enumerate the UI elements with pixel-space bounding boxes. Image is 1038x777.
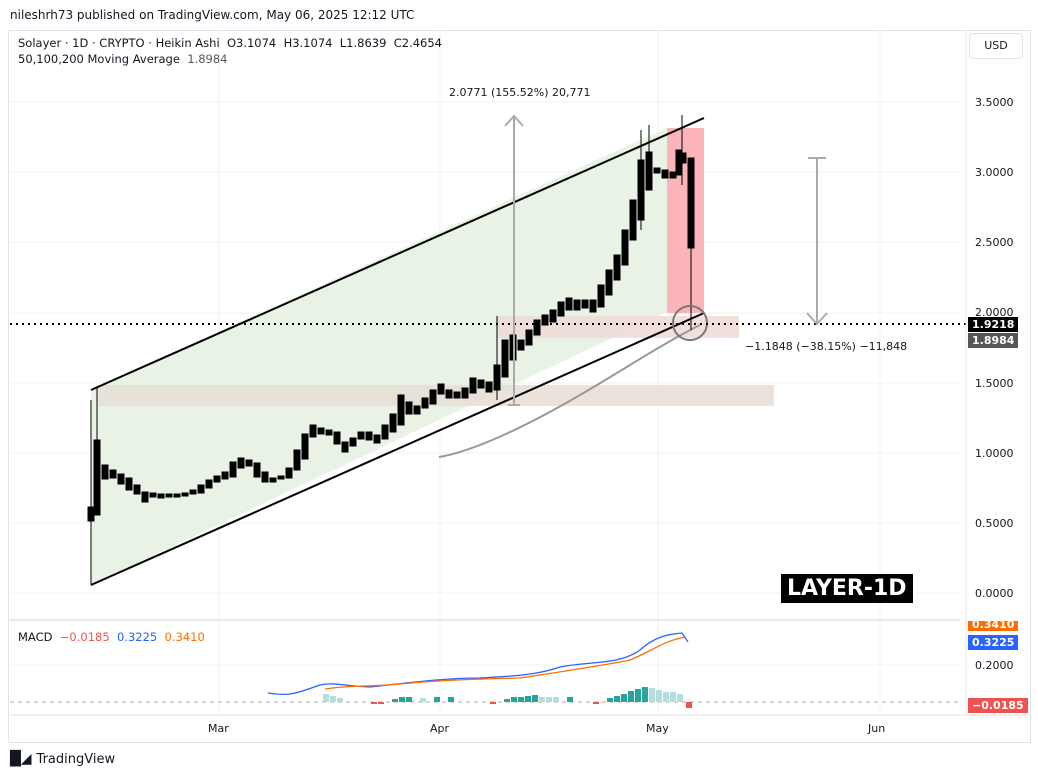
ma-value: 1.8984 [187, 52, 228, 66]
month-label: Mar [208, 722, 229, 735]
price-tick: 1.0000 [975, 447, 1014, 460]
ohlc-close: C2.4654 [393, 36, 443, 50]
published-line: nileshrh73 published on TradingView.com,… [10, 8, 415, 22]
price-tick: 2.5000 [975, 236, 1014, 249]
signal-tag: 0.3410 [968, 621, 1019, 631]
macd-legend[interactable]: MACD −0.0185 0.3225 0.3410 [18, 630, 205, 644]
month-label: Apr [430, 722, 450, 735]
macd-value: 0.3225 [116, 630, 158, 644]
ohlc-low: L1.8639 [339, 36, 387, 50]
support-zone-2 [497, 316, 739, 338]
tradingview-logo[interactable]: █◢ TradingView [10, 751, 115, 767]
channel-lower-line[interactable] [90, 312, 705, 586]
macd-line [267, 632, 689, 696]
up-measure-label: 2.0771 (155.52%) 20,771 [449, 86, 591, 99]
macd-hist-value: −0.0185 [59, 630, 110, 644]
ma-price-tag: 1.8984 [968, 333, 1019, 348]
macd-tag: 0.3225 [968, 635, 1019, 650]
price-tick: 0.5000 [975, 517, 1014, 530]
price-tick: 3.5000 [975, 96, 1014, 109]
currency-button[interactable]: USD [969, 33, 1023, 59]
symbol-line: Solayer · 1D · CRYPTO · Heikin Ashi [18, 36, 220, 50]
ohlc-high: H3.1074 [283, 36, 333, 50]
macd-tick: 0.2000 [975, 659, 1014, 672]
brand-name: TradingView [36, 751, 116, 767]
down-measure-label: −1.1848 (−38.15%) −11,848 [745, 340, 908, 353]
down-measure-arrow[interactable] [806, 157, 828, 326]
channel-fill [91, 128, 667, 585]
month-label: Jun [868, 722, 886, 735]
price-tick: 3.0000 [975, 166, 1014, 179]
up-measure-arrow[interactable] [504, 114, 524, 406]
tradingview-logo-icon: █◢ [10, 751, 32, 767]
month-label: May [646, 722, 669, 735]
ma-label: 50,100,200 Moving Average [18, 52, 180, 66]
symbol-legend[interactable]: Solayer · 1D · CRYPTO · Heikin Ashi O3.1… [18, 35, 442, 67]
signal-line [324, 636, 687, 690]
price-tick: 0.0000 [975, 587, 1014, 600]
moving-average-line [438, 324, 701, 458]
macd-label: MACD [18, 630, 53, 644]
last-price-tag: 1.9218 [968, 317, 1019, 332]
ohlc-open: O3.1074 [226, 36, 277, 50]
macd-histogram [323, 687, 692, 708]
candlesticks [87, 115, 695, 585]
hist-tag: −0.0185 [968, 698, 1028, 713]
price-tick: 2.0000 [975, 306, 1014, 319]
macd-signal-value: 0.3410 [164, 630, 205, 644]
channel-upper-line[interactable] [90, 117, 705, 391]
price-tick: 1.5000 [975, 377, 1014, 390]
watermark-label: LAYER-1D [781, 574, 913, 603]
